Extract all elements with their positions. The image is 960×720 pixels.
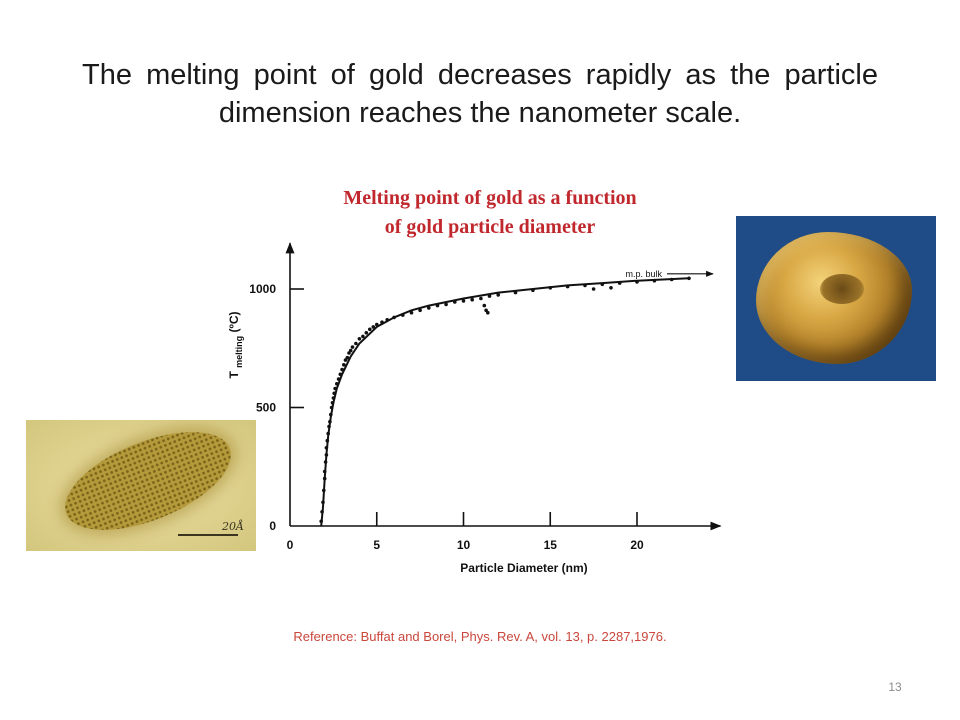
data-point-56 <box>600 282 605 287</box>
data-point-59 <box>652 278 657 283</box>
data-point-19 <box>335 382 339 386</box>
data-point-17 <box>332 391 337 396</box>
data-point-60 <box>669 277 674 282</box>
data-point-29 <box>354 341 358 346</box>
data-point-3 <box>322 488 326 493</box>
fit-curve <box>320 277 690 527</box>
data-point-55 <box>583 283 587 288</box>
data-point-51 <box>513 290 518 295</box>
data-point-58 <box>635 280 639 284</box>
data-point-46 <box>461 299 466 303</box>
data-point-45 <box>453 300 457 304</box>
data-point-25 <box>345 355 350 360</box>
scale-bar-label: 20Å <box>222 520 244 533</box>
data-point-33 <box>368 327 372 332</box>
data-point-57 <box>617 281 622 285</box>
x-axis-label: Particle Diameter (nm) <box>460 561 587 575</box>
data-point-30 <box>357 337 362 341</box>
gold-nugget-photo <box>736 216 936 381</box>
data-point-66 <box>609 286 613 290</box>
data-point-47 <box>470 297 475 302</box>
chart-title: Melting point of gold as a function of g… <box>290 184 690 242</box>
data-point-13 <box>329 412 333 417</box>
data-point-16 <box>331 396 336 400</box>
data-point-32 <box>364 331 369 335</box>
data-point-20 <box>336 377 341 381</box>
data-point-9 <box>325 438 330 443</box>
data-point-8 <box>324 446 329 450</box>
data-point-11 <box>327 424 331 429</box>
data-point-5 <box>322 469 327 474</box>
data-point-43 <box>435 303 440 308</box>
data-point-4 <box>322 476 327 481</box>
data-point-42 <box>427 306 431 310</box>
data-point-39 <box>401 313 405 317</box>
data-point-22 <box>340 367 344 372</box>
x-tick-label-15: 15 <box>544 538 558 552</box>
data-point-15 <box>330 401 335 405</box>
data-point-50 <box>496 293 501 297</box>
nanoparticle-lattice <box>51 420 245 551</box>
data-point-31 <box>361 334 365 339</box>
data-point-40 <box>409 310 414 315</box>
data-point-23 <box>342 363 346 367</box>
data-point-64 <box>486 310 490 315</box>
nugget-cavity <box>820 274 864 304</box>
chart-title-line-2: of gold particle diameter <box>384 216 596 238</box>
data-point-37 <box>385 318 390 322</box>
data-point-34 <box>371 325 376 329</box>
data-point-62 <box>482 303 487 308</box>
data-point-38 <box>392 315 396 320</box>
x-tick-label-20: 20 <box>630 538 644 552</box>
data-point-54 <box>565 284 570 289</box>
data-point-0 <box>319 519 324 524</box>
chart-ticks: 0 5 10 15 20 0 500 1000 <box>249 282 644 552</box>
data-point-48 <box>479 296 483 301</box>
data-point-14 <box>329 405 334 410</box>
data-point-18 <box>333 386 337 391</box>
data-point-65 <box>591 287 596 291</box>
data-point-2 <box>321 500 325 505</box>
data-point-49 <box>487 294 492 298</box>
data-point-61 <box>687 276 691 281</box>
page-number: 13 <box>888 680 902 694</box>
x-tick-label-0: 0 <box>287 538 294 552</box>
data-point-12 <box>328 419 332 424</box>
y-axis-label-unit: (ºC) <box>227 311 241 332</box>
data-point-21 <box>338 372 343 377</box>
y-tick-label-500: 500 <box>256 401 276 415</box>
gold-nugget <box>756 232 912 364</box>
data-point-7 <box>324 453 329 457</box>
x-tick-label-5: 5 <box>373 538 380 552</box>
x-tick-label-10: 10 <box>457 538 471 552</box>
data-point-10 <box>326 431 331 436</box>
data-point-36 <box>380 320 384 325</box>
chart-axes <box>285 242 722 531</box>
data-point-35 <box>375 322 379 327</box>
slide-title: The melting point of gold decreases rapi… <box>82 59 878 129</box>
data-point-41 <box>418 308 422 313</box>
reference-citation: Reference: Buffat and Borel, Phys. Rev. … <box>293 629 667 644</box>
y-tick-label-0: 0 <box>269 519 276 533</box>
scale-bar <box>178 534 238 536</box>
data-point-28 <box>350 345 355 349</box>
chart-title-line-1: Melting point of gold as a function <box>343 187 637 209</box>
data-point-53 <box>548 286 553 290</box>
data-point-52 <box>531 288 535 293</box>
chart-marks <box>319 270 714 527</box>
data-point-6 <box>323 460 328 464</box>
y-tick-label-1000: 1000 <box>249 282 276 296</box>
tem-image-gold-nanoparticle: 20Å <box>26 420 256 551</box>
y-axis-label-main: T <box>227 371 241 379</box>
data-point-1 <box>320 510 324 514</box>
bulk-melting-label: m.p. bulk <box>625 269 662 279</box>
y-axis-label: T melting (ºC) <box>227 311 245 378</box>
data-point-27 <box>348 348 353 353</box>
data-point-44 <box>444 302 448 307</box>
y-axis-label-subscript: melting <box>234 336 244 368</box>
